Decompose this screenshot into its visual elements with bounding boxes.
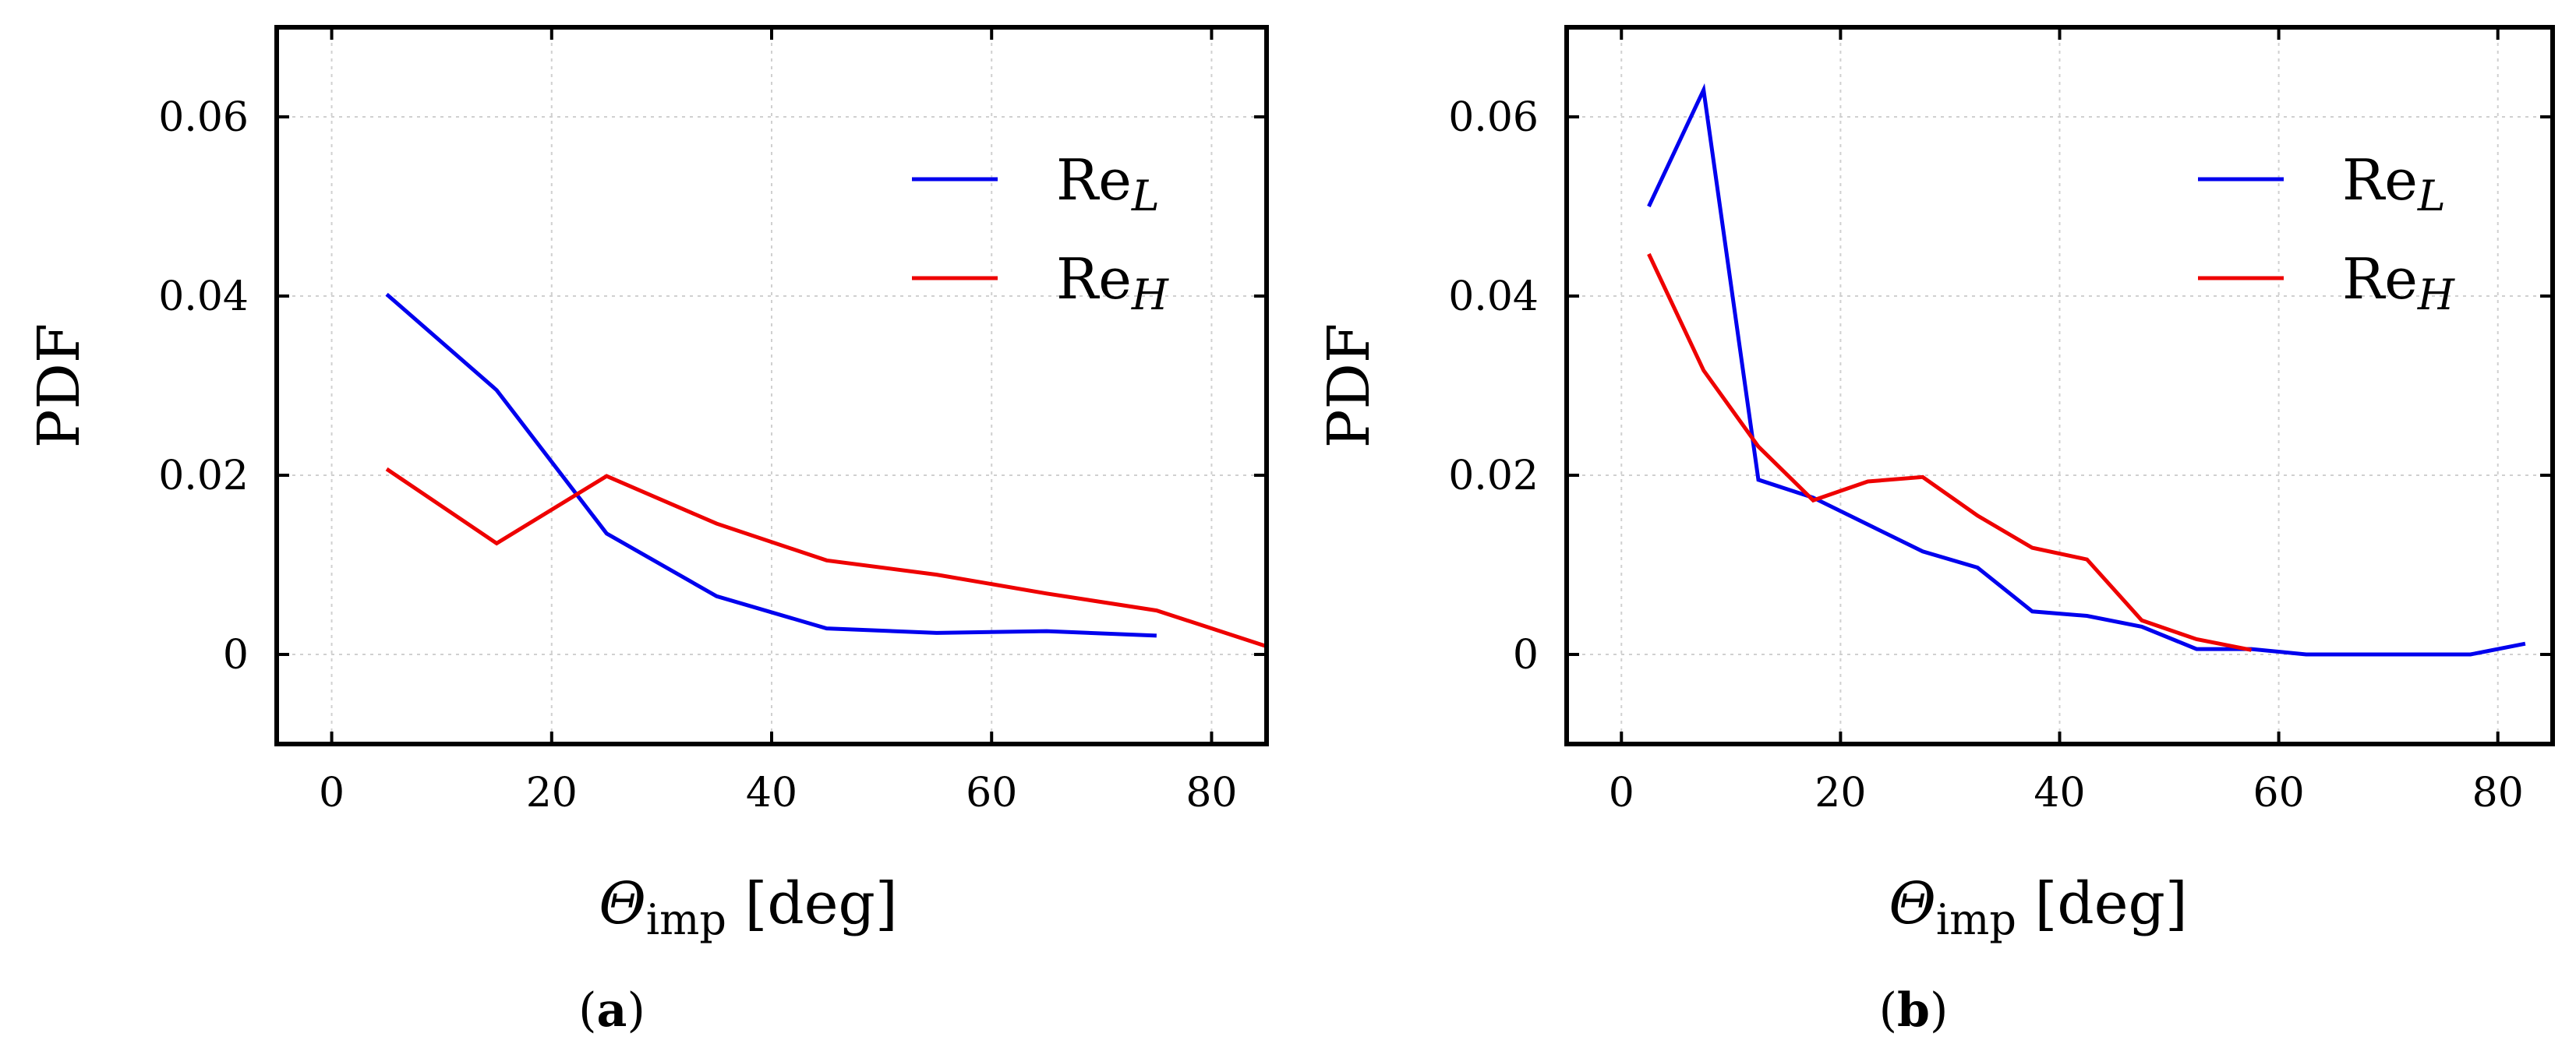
ylabel-a: PDF bbox=[26, 323, 93, 448]
legend-label-b-Re_L: ReL bbox=[2342, 147, 2446, 220]
xtick-label-b-2: 40 bbox=[2034, 770, 2085, 816]
caption-b-close: ) bbox=[1929, 983, 1949, 1038]
xtick-label-b-1: 20 bbox=[1815, 770, 1866, 816]
ytick-label-a-2: 0.04 bbox=[158, 273, 249, 320]
caption-b-letter: b bbox=[1897, 983, 1930, 1038]
ytick-label-b-1: 0.02 bbox=[1448, 453, 1539, 499]
xlabel-b: Θimp [deg] bbox=[1889, 870, 2188, 944]
legend-label-b-Re_H: ReH bbox=[2342, 246, 2455, 319]
ytick-label-a-3: 0.06 bbox=[158, 94, 249, 141]
xtick-label-a-3: 60 bbox=[966, 770, 1017, 816]
xtick-label-a-4: 80 bbox=[1186, 770, 1237, 816]
caption-a: (a) bbox=[534, 983, 690, 1038]
ytick-label-a-1: 0.02 bbox=[158, 453, 249, 499]
plot-frame-b bbox=[1564, 25, 2555, 746]
xtick-label-b-3: 60 bbox=[2253, 770, 2305, 816]
plot-frame-a bbox=[274, 25, 1269, 746]
caption-a-open: ( bbox=[578, 983, 597, 1038]
legend-label-a-Re_L: ReL bbox=[1056, 147, 1160, 220]
series-line-b-Re_H bbox=[1647, 252, 2252, 652]
chart-panel-b: 0 20 40 60 80 0 0.02 0.04 0.06 ReL ReH PDF Θimp [deg… bbox=[1316, 25, 2555, 944]
xlabel-a: Θimp [deg] bbox=[599, 870, 898, 944]
caption-a-letter: a bbox=[596, 983, 627, 1038]
xtick-label-b-0: 0 bbox=[1609, 770, 1634, 816]
xtick-label-a-2: 40 bbox=[746, 770, 797, 816]
xtick-label-b-4: 80 bbox=[2472, 770, 2524, 816]
caption-b-open: ( bbox=[1878, 983, 1898, 1038]
xtick-label-a-1: 20 bbox=[526, 770, 578, 816]
ytick-label-b-3: 0.06 bbox=[1448, 94, 1539, 141]
series-line-a-Re_H bbox=[385, 467, 1267, 648]
legend-label-a-Re_H: ReH bbox=[1056, 246, 1169, 319]
series-line-b-Re_L bbox=[1647, 83, 2526, 657]
ylabel-b: PDF bbox=[1316, 323, 1383, 448]
series-line-a-Re_L bbox=[385, 292, 1157, 638]
chart-panel-a: 0 20 40 60 80 0 0.02 0.04 0.06 ReL ReH PDF Θimp [deg… bbox=[26, 25, 1269, 944]
caption-b: (b) bbox=[1836, 983, 1991, 1038]
ytick-label-b-2: 0.04 bbox=[1448, 273, 1539, 320]
ytick-label-b-0: 0 bbox=[1513, 632, 1539, 679]
xtick-label-a-0: 0 bbox=[319, 770, 345, 816]
ytick-label-a-0: 0 bbox=[223, 632, 249, 679]
caption-a-close: ) bbox=[627, 983, 645, 1038]
